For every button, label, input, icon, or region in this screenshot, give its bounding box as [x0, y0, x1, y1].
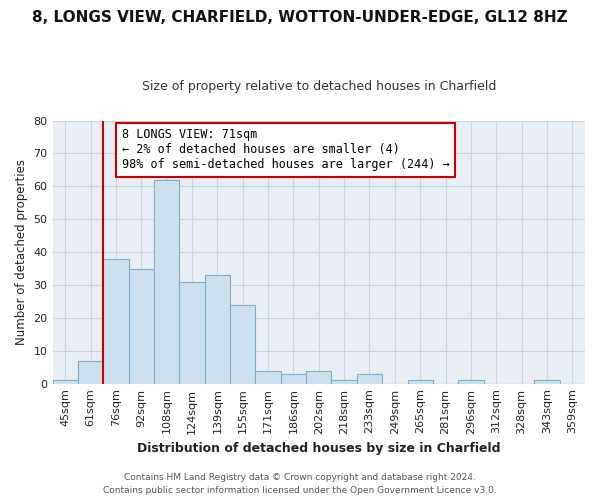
Title: Size of property relative to detached houses in Charfield: Size of property relative to detached ho… [142, 80, 496, 93]
Bar [103, 258, 128, 384]
Bar [357, 374, 382, 384]
Bar [78, 360, 103, 384]
Y-axis label: Number of detached properties: Number of detached properties [15, 159, 28, 345]
Bar [205, 275, 230, 384]
Bar [179, 282, 205, 384]
Bar [256, 370, 281, 384]
Text: Contains HM Land Registry data © Crown copyright and database right 2024.
Contai: Contains HM Land Registry data © Crown c… [103, 474, 497, 495]
X-axis label: Distribution of detached houses by size in Charfield: Distribution of detached houses by size … [137, 442, 500, 455]
Bar [407, 380, 433, 384]
Bar [53, 380, 78, 384]
Bar [281, 374, 306, 384]
Bar [128, 268, 154, 384]
Bar [306, 370, 331, 384]
Bar [534, 380, 560, 384]
Bar [458, 380, 484, 384]
Text: 8, LONGS VIEW, CHARFIELD, WOTTON-UNDER-EDGE, GL12 8HZ: 8, LONGS VIEW, CHARFIELD, WOTTON-UNDER-E… [32, 10, 568, 25]
Bar [331, 380, 357, 384]
Bar [230, 304, 256, 384]
Text: 8 LONGS VIEW: 71sqm
← 2% of detached houses are smaller (4)
98% of semi-detached: 8 LONGS VIEW: 71sqm ← 2% of detached hou… [122, 128, 449, 172]
Bar [154, 180, 179, 384]
